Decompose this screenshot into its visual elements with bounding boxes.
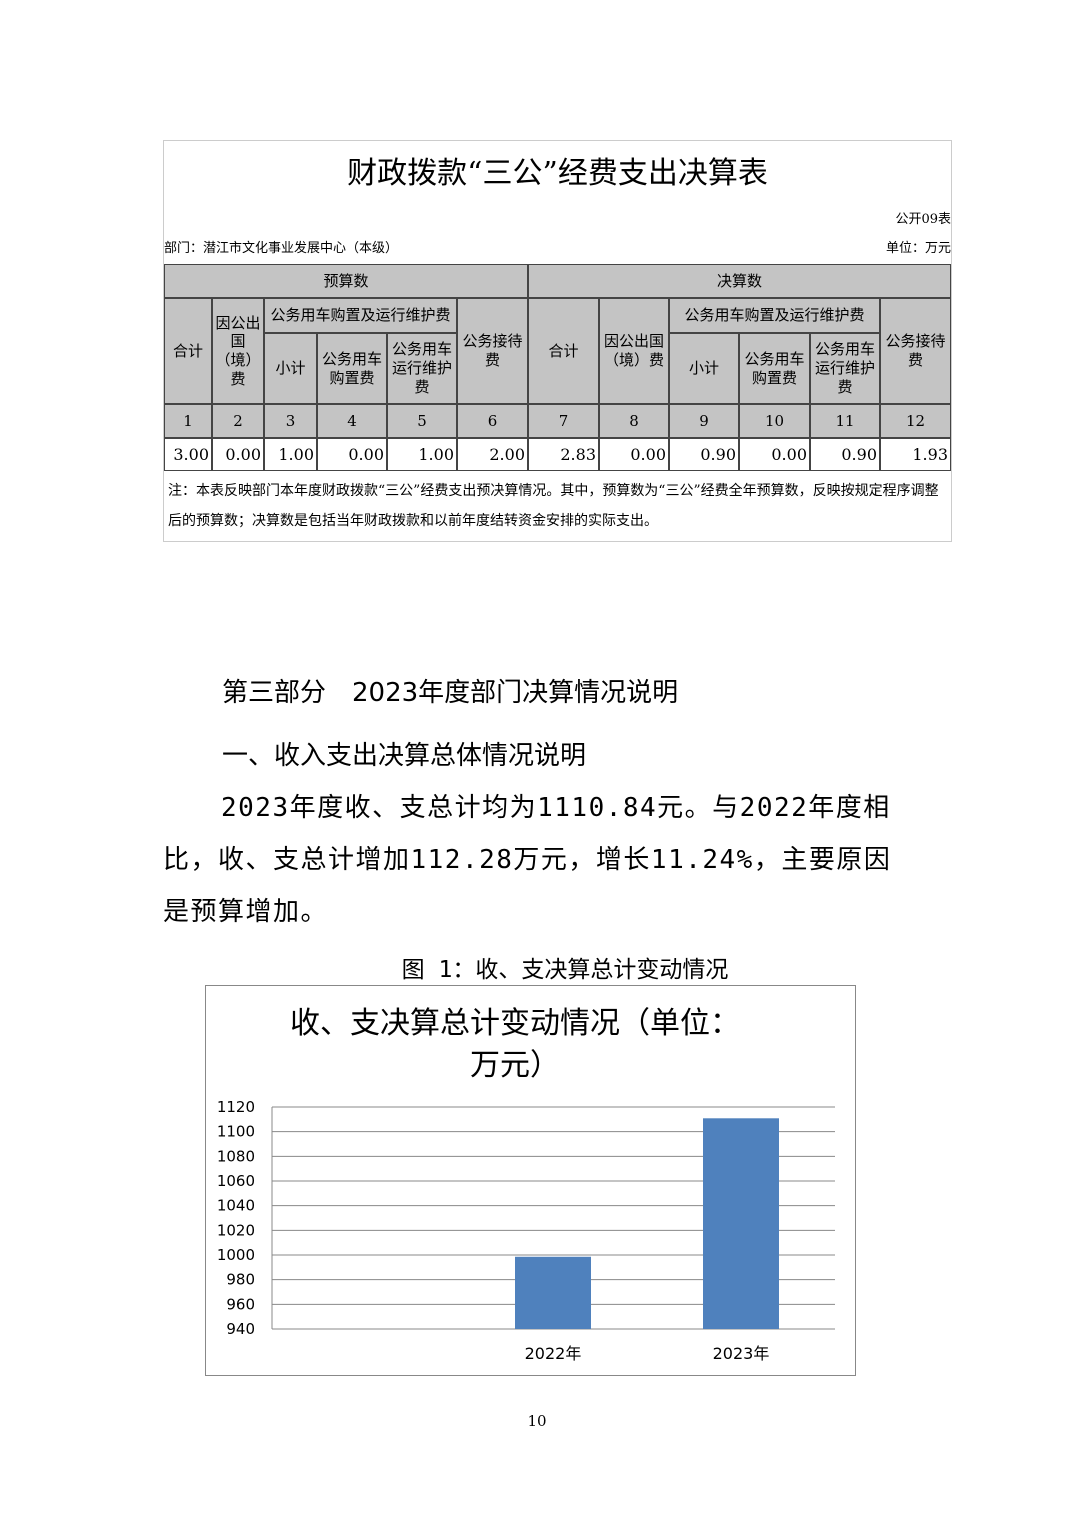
column-number: 6 (457, 404, 528, 438)
value-cell: 2.83 (528, 438, 599, 471)
final-reception-header: 公务接待费 (880, 298, 951, 404)
column-number: 3 (264, 404, 317, 438)
value-cell: 1.00 (264, 438, 317, 471)
chart-title-line1: 收、支决算总计变动情况（单位： (290, 1006, 740, 1041)
y-tick-label: 1020 (217, 1221, 255, 1239)
value-cell: 0.00 (212, 438, 264, 471)
value-cell: 0.00 (739, 438, 810, 471)
budget-subtotal-header: 小计 (264, 333, 317, 404)
column-number: 2 (212, 404, 264, 438)
bar-2022年 (515, 1256, 591, 1329)
y-tick-label: 1000 (217, 1246, 255, 1264)
value-cell: 0.00 (317, 438, 387, 471)
budget-group-header: 预算数 (164, 264, 528, 298)
value-cell: 0.00 (599, 438, 669, 471)
value-cell: 0.90 (669, 438, 739, 471)
budget-operation-header: 公务用车运行维护费 (387, 333, 457, 404)
value-cell: 1.93 (880, 438, 951, 471)
final-operation-header: 公务用车运行维护费 (810, 333, 880, 404)
budget-purchase-header: 公务用车购置费 (317, 333, 387, 404)
y-tick-label: 1060 (217, 1172, 255, 1190)
summary-paragraph: 2023年度收、支总计均为1110.84元。与2022年度相比，收、支总计增加1… (163, 793, 892, 927)
final-subtotal-header: 小计 (669, 333, 739, 404)
y-tick-label: 980 (226, 1271, 255, 1289)
budget-total-header: 合计 (164, 298, 212, 404)
column-number: 5 (387, 404, 457, 438)
budget-reception-header: 公务接待费 (457, 298, 528, 404)
section-title: 第三部分 2023年度部门决算情况说明 (222, 678, 679, 708)
column-number: 10 (739, 404, 810, 438)
x-tick-label: 2022年 (525, 1344, 582, 1363)
column-number: 1 (164, 404, 212, 438)
form-number: 公开09表 (895, 211, 951, 227)
y-tick-label: 1040 (217, 1197, 255, 1215)
value-cell: 0.90 (810, 438, 880, 471)
budget-vehicle-header: 公务用车购置及运行维护费 (264, 298, 457, 333)
table-note: 注：本表反映部门本年度财政拨款“三公”经费支出预决算情况。其中，预算数为“三公”… (168, 483, 939, 529)
y-tick-label: 1100 (217, 1123, 255, 1141)
y-tick-label: 1120 (217, 1098, 255, 1116)
y-tick-label: 1080 (217, 1147, 255, 1165)
final-purchase-header: 公务用车购置费 (739, 333, 810, 404)
column-number: 11 (810, 404, 880, 438)
final-abroad-header: 因公出国（境）费 (599, 298, 669, 404)
department-label: 部门：潜江市文化事业发展中心（本级） (164, 240, 399, 256)
final-vehicle-header: 公务用车购置及运行维护费 (669, 298, 880, 333)
y-tick-label: 960 (226, 1295, 255, 1313)
chart-title-line2: 万元） (470, 1048, 560, 1083)
final-group-header: 决算数 (528, 264, 951, 298)
figure-caption: 图 1：收、支决算总计变动情况 (401, 957, 729, 983)
unit-label: 单位：万元 (885, 240, 951, 256)
column-number: 7 (528, 404, 599, 438)
three-public-expenses-table: 财政拨款“三公”经费支出决算表公开09表部门：潜江市文化事业发展中心（本级） 单位… (163, 140, 952, 542)
y-tick-label: 940 (226, 1320, 255, 1338)
bar-2023年 (703, 1118, 779, 1329)
value-cell: 3.00 (164, 438, 212, 471)
column-number: 8 (599, 404, 669, 438)
bar-chart: 收、支决算总计变动情况（单位： 万元） 940 960 980 1000 1020 104… (205, 985, 856, 1376)
column-number: 12 (880, 404, 951, 438)
column-number: 9 (669, 404, 739, 438)
subsection-title: 一、收入支出决算总体情况说明 (222, 741, 587, 771)
page-number: 10 (527, 1412, 547, 1430)
x-tick-label: 2023年 (713, 1344, 770, 1363)
column-number: 4 (317, 404, 387, 438)
final-total-header: 合计 (528, 298, 599, 404)
value-cell: 1.00 (387, 438, 457, 471)
table-title: 财政拨款“三公”经费支出决算表 (347, 155, 768, 191)
value-cell: 2.00 (457, 438, 528, 471)
budget-abroad-header: 因公出国（境）费 (212, 298, 264, 404)
